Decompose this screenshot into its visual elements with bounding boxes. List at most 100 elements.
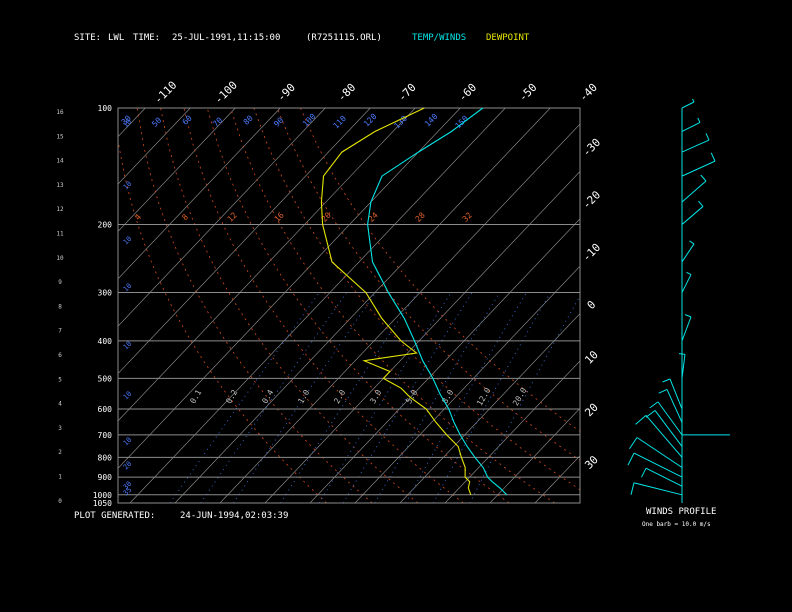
wind-barb-flag	[645, 410, 656, 418]
left-blue-label: 10	[122, 390, 134, 402]
adiabat-label: 32	[461, 211, 474, 224]
mixing-ratio-label: 3.0	[368, 388, 383, 405]
theta-label: 140	[423, 112, 440, 129]
dry-adiabat	[253, 108, 580, 491]
pressure-label: 200	[98, 220, 113, 229]
wind-barb-flag	[641, 467, 647, 478]
mixing-ratio-label: 0.2	[224, 388, 239, 405]
pressure-label: 300	[98, 289, 113, 298]
pressure-label: 600	[98, 405, 113, 414]
adiabat-label: 28	[414, 211, 427, 224]
dry-adiabat	[136, 108, 373, 503]
height-tick-label: 3	[58, 425, 62, 432]
pressure-label: 100	[98, 104, 113, 113]
dry-adiabat	[276, 108, 580, 461]
theta-label: 80	[242, 114, 255, 127]
mixing-ratio-label: 0.1	[188, 388, 203, 405]
height-tick-label: 8	[58, 303, 62, 310]
top-temp-label: -70	[396, 81, 419, 104]
site-value: LWL	[108, 33, 125, 43]
isotherm-line	[118, 108, 371, 374]
isotherm-line	[579, 502, 580, 503]
wind-barb-shaft	[681, 274, 692, 293]
top-temp-label: -80	[335, 81, 358, 104]
isotherm-line	[0, 108, 100, 503]
temperature-trace	[367, 107, 508, 496]
legend-dewpoint: DEWPOINT	[486, 33, 530, 43]
right-temp-label: 0	[585, 298, 599, 312]
isotherm-line	[534, 455, 580, 503]
mixing-ratio-label: 1.0	[296, 388, 311, 405]
time-value: 25-JUL-1991,11:15:00	[172, 33, 281, 43]
dewpoint-trace	[320, 107, 472, 495]
height-tick-label: 16	[56, 109, 64, 116]
pressure-label: 1000	[93, 491, 112, 500]
left-blue-label: 30	[122, 480, 134, 492]
wind-barb-flag	[689, 240, 695, 245]
isotherm-line	[118, 108, 326, 327]
right-temp-label: 30	[582, 453, 601, 472]
wind-barb-flag	[686, 271, 692, 275]
wind-barb-flag	[692, 98, 695, 103]
dry-adiabat	[300, 108, 580, 432]
height-tick-label: 11	[56, 231, 64, 238]
height-tick-label: 0	[58, 498, 62, 505]
height-tick-label: 10	[56, 255, 64, 262]
isotherm-line	[174, 108, 551, 503]
mixing-ratio-label: 2.0	[332, 388, 347, 405]
isotherm-line	[309, 218, 580, 503]
pressure-label: 900	[98, 473, 113, 482]
wind-barb-flag	[697, 117, 701, 123]
isotherm-line	[444, 360, 580, 503]
top-temp-label: -100	[212, 79, 240, 107]
left-blue-label: 35	[122, 486, 134, 498]
wind-barb-shaft	[633, 482, 683, 496]
wind-barb-shaft	[633, 452, 683, 478]
wind-barb-flag	[662, 378, 671, 383]
top-temp-label: -90	[275, 81, 298, 104]
theta-label: 50	[150, 116, 163, 129]
mixing-ratio-line	[280, 292, 418, 503]
isotherm-line	[264, 170, 580, 503]
file-name: (R7251115.ORL)	[306, 33, 382, 43]
mixing-ratio-line	[374, 292, 501, 503]
right-temp-label: -20	[580, 188, 603, 211]
wind-barb-flag	[705, 133, 710, 141]
theta-label: 110	[331, 114, 348, 131]
wind-barb-flag	[700, 174, 707, 182]
height-tick-label: 13	[56, 182, 64, 189]
left-blue-label: 10	[122, 118, 134, 130]
wind-barb-flag	[710, 152, 716, 162]
isotherm-line	[625, 108, 792, 503]
wind-barb-flag	[629, 437, 638, 450]
wind-barb-flag	[678, 353, 686, 355]
left-blue-label: 10	[122, 282, 134, 294]
wind-barb-shaft	[666, 389, 683, 423]
isotherm-line	[129, 108, 506, 503]
time-label: TIME:	[133, 33, 161, 43]
wind-barb-flag	[627, 452, 635, 466]
pressure-label: 700	[98, 431, 113, 440]
height-tick-label: 4	[58, 401, 62, 408]
wind-profile-note: One barb = 10.0 m/s	[642, 521, 711, 528]
pressure-label: 800	[98, 453, 113, 462]
isotherm-line	[118, 108, 461, 469]
dry-adiabat	[206, 108, 510, 503]
site-label: SITE:	[74, 33, 102, 43]
mixing-ratio-line	[405, 292, 527, 503]
wind-barb-shaft	[636, 437, 683, 468]
left-blue-label: 10	[122, 436, 134, 448]
isotherm-line	[399, 313, 580, 503]
pressure-label: 500	[98, 374, 113, 383]
right-temp-label: 10	[582, 348, 601, 367]
left-blue-label: 10	[122, 180, 134, 192]
wind-barb-shaft	[645, 467, 683, 487]
adiabat-label: 4	[133, 212, 143, 222]
wind-barb-flag	[635, 414, 647, 425]
wind-barb-shaft	[681, 139, 710, 153]
right-temp-label: -10	[580, 241, 603, 264]
mixing-ratio-label: 20.0	[511, 386, 529, 407]
height-tick-label: 2	[58, 449, 62, 456]
height-tick-label: 1	[58, 474, 62, 481]
